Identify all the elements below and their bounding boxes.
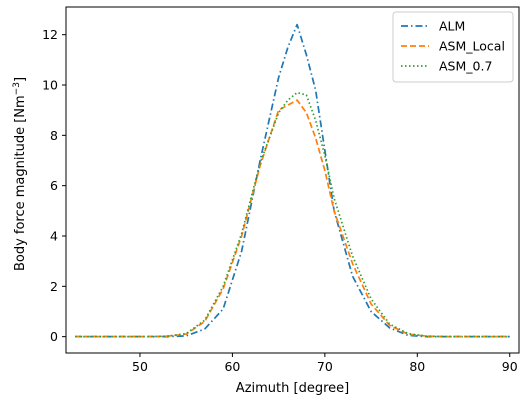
axes-frame [65,6,520,354]
legend-label-alm: ALM [439,19,465,34]
series-line-asm-0-7 [75,91,510,338]
y-axis-label-end: ] [13,77,28,82]
y-axis-label-main: Body force magnitude [Nm [13,95,28,271]
y-axis-label-superscript: −3 [12,82,22,95]
legend: ALM ASM_Local ASM_0.7 [392,11,514,83]
x-axis-ticks: 50 60 70 80 90 [132,353,518,374]
legend-label-asm-local: ASM_Local [439,39,505,54]
y-axis-ticks: 0 2 4 6 8 10 12 [42,27,66,344]
x-tick-label: 60 [224,359,240,374]
y-tick-label: 6 [50,178,58,193]
y-tick-label: 2 [50,279,58,294]
x-tick-label: 70 [317,359,333,374]
x-tick-label: 80 [409,359,425,374]
y-axis-label: Body force magnitude [Nm−3] [12,77,28,271]
series-layer [75,23,510,338]
y-tick-label: 8 [50,128,58,143]
y-tick-label: 10 [42,78,58,93]
y-tick-label: 0 [50,329,58,344]
x-tick-label: 90 [502,359,518,374]
y-tick-label: 4 [50,228,58,243]
x-axis-label: Azimuth [degree] [236,381,349,396]
legend-box [392,11,514,83]
x-tick-label: 50 [132,359,148,374]
y-tick-label: 12 [42,27,58,42]
series-line-asm-local [75,99,510,338]
legend-label-asm-0-7: ASM_0.7 [439,59,492,74]
